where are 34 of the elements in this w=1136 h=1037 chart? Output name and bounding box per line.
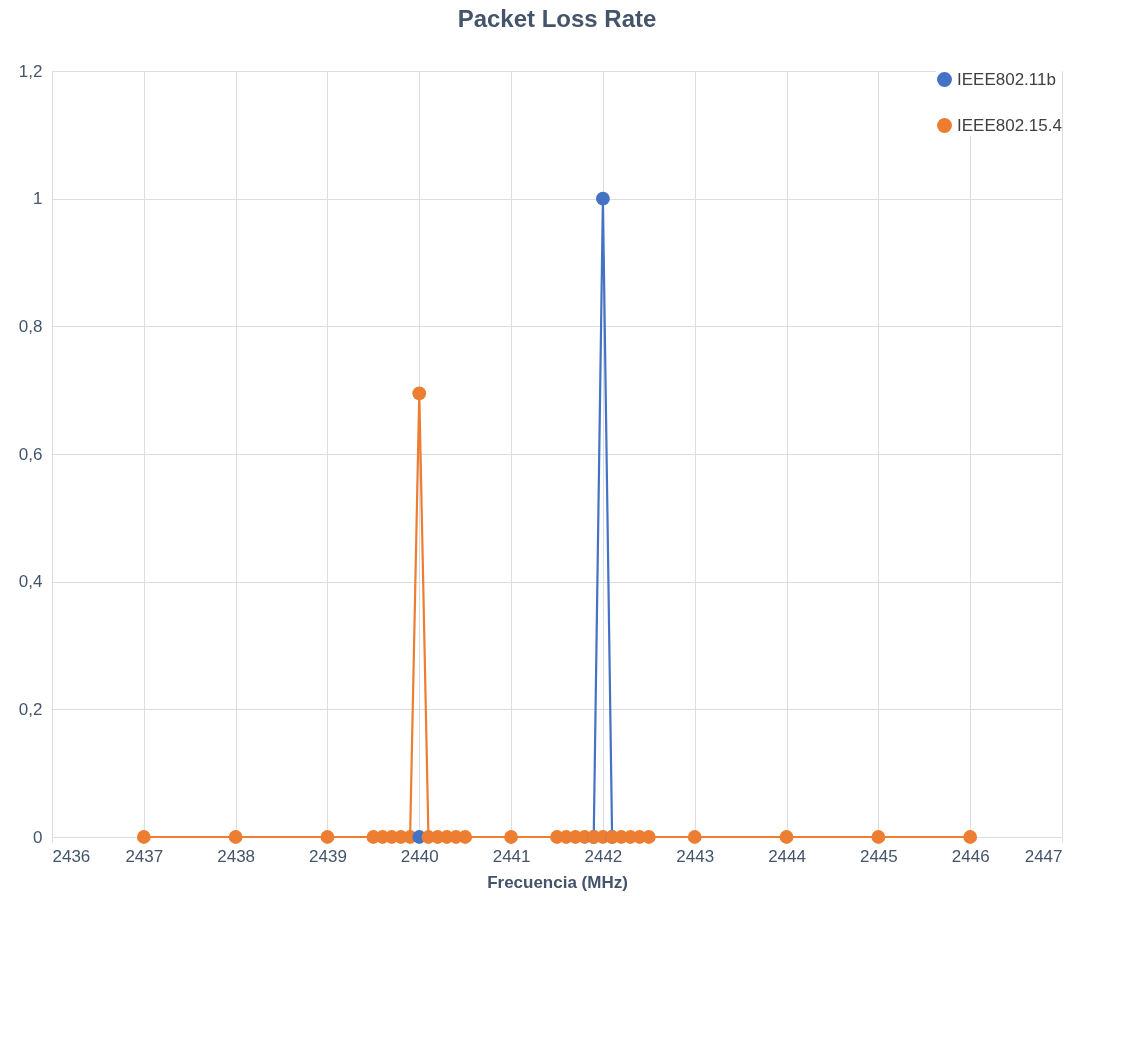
- x-tick-label: 2445: [859, 846, 898, 866]
- x-tick-label: 2442: [584, 846, 623, 866]
- point: [320, 830, 335, 844]
- point: [963, 830, 978, 844]
- point: [504, 830, 518, 844]
- point: [136, 830, 151, 844]
- point: [871, 830, 886, 844]
- x-tick-label: 2437: [125, 846, 164, 866]
- point: [687, 830, 702, 844]
- point: [412, 386, 427, 401]
- y-tick-label: 0,4: [18, 572, 43, 592]
- x-tick-label: 2441: [492, 846, 531, 866]
- y-tick-label: 1,2: [18, 61, 43, 81]
- point: [458, 830, 473, 844]
- legend-label: IEEE802.11b: [957, 69, 1056, 89]
- x-tick-label: 2438: [217, 846, 256, 866]
- x-tick-label: 2446: [951, 846, 990, 866]
- x-tick-label: 2447: [1024, 846, 1063, 866]
- point: [596, 191, 610, 206]
- x-tick-label: 2443: [676, 846, 715, 866]
- x-tick-label: 2439: [309, 846, 347, 866]
- y-tick-label: 0: [33, 827, 43, 847]
- y-tick-label: 0,8: [18, 316, 43, 336]
- y-tick-label: 0,2: [18, 699, 43, 719]
- x-tick-label: 2436: [52, 846, 91, 866]
- x-axis-title: Frecuencia (MHz): [487, 872, 628, 892]
- x-tick-label: 2440: [400, 846, 439, 866]
- point: [779, 830, 794, 844]
- point: [228, 830, 243, 844]
- chart-title: Packet Loss Rate: [457, 5, 657, 32]
- x-tick-label: 2444: [768, 846, 806, 866]
- y-tick-label: 0,6: [18, 444, 43, 464]
- legend-label: IEEE802.15.4: [957, 115, 1062, 135]
- y-tick-label: 1: [33, 189, 43, 209]
